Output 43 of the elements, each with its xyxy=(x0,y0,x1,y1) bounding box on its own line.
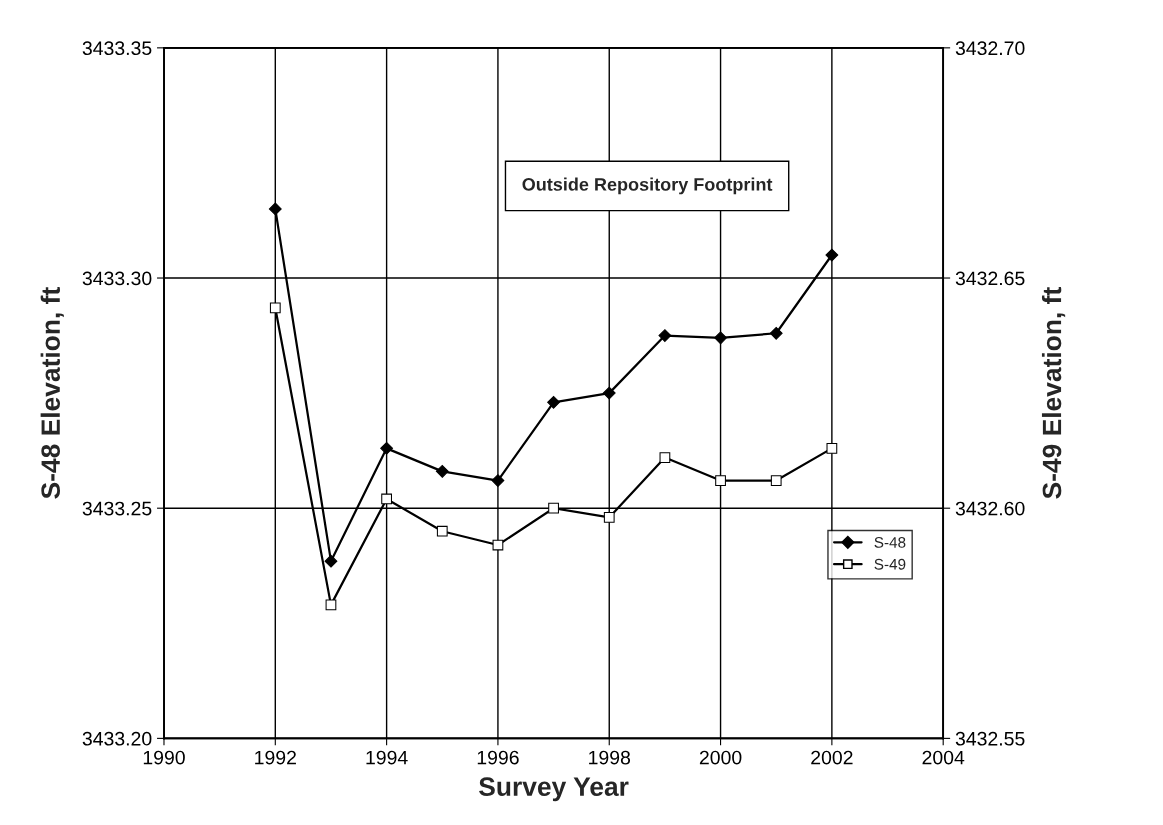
y2-axis-title: S-49 Elevation, ft xyxy=(1041,287,1066,499)
point xyxy=(435,464,449,478)
point xyxy=(380,441,394,455)
x-tick-label: 1992 xyxy=(255,750,296,765)
point xyxy=(324,554,338,568)
x-axis-title: Survey Year xyxy=(479,777,629,802)
point xyxy=(714,331,727,345)
point xyxy=(325,599,337,611)
point xyxy=(547,395,560,409)
point xyxy=(491,474,505,487)
point xyxy=(602,386,616,400)
x-tick-label: 1990 xyxy=(143,750,185,765)
point xyxy=(659,452,671,463)
point xyxy=(603,512,615,523)
point xyxy=(548,502,559,514)
x-tick-label: 1998 xyxy=(589,750,631,765)
point xyxy=(769,326,783,340)
point xyxy=(715,475,726,486)
x-tick-label: 2000 xyxy=(699,750,742,765)
x-tick-label: 1996 xyxy=(477,750,519,765)
point xyxy=(436,525,448,537)
point xyxy=(268,202,282,216)
y2-tick-label: 3432.65 xyxy=(955,271,1025,286)
y-tick-label: 3433.20 xyxy=(82,731,152,746)
y2-tick-label: 3432.70 xyxy=(955,41,1025,56)
legend-label: S-49 xyxy=(874,558,906,570)
y2-tick-label: 3432.55 xyxy=(955,731,1025,746)
y-tick-label: 3433.35 xyxy=(82,41,152,56)
point xyxy=(770,475,782,486)
x-tick-label: 1994 xyxy=(366,750,408,765)
legend-label: S-48 xyxy=(874,536,906,548)
x-tick-label: 2004 xyxy=(922,750,965,765)
y-tick-label: 3433.30 xyxy=(82,271,152,286)
annotation: Outside Repository Footprint xyxy=(522,177,773,195)
point xyxy=(826,442,838,454)
point xyxy=(825,248,839,262)
point xyxy=(381,493,392,505)
y-tick-label: 3433.25 xyxy=(82,501,152,516)
y2-tick-label: 3432.60 xyxy=(955,501,1025,516)
x-tick-label: 2002 xyxy=(811,750,853,765)
point xyxy=(269,302,281,314)
y-axis-title: S-48 Elevation, ft xyxy=(40,287,64,499)
point xyxy=(658,329,672,342)
